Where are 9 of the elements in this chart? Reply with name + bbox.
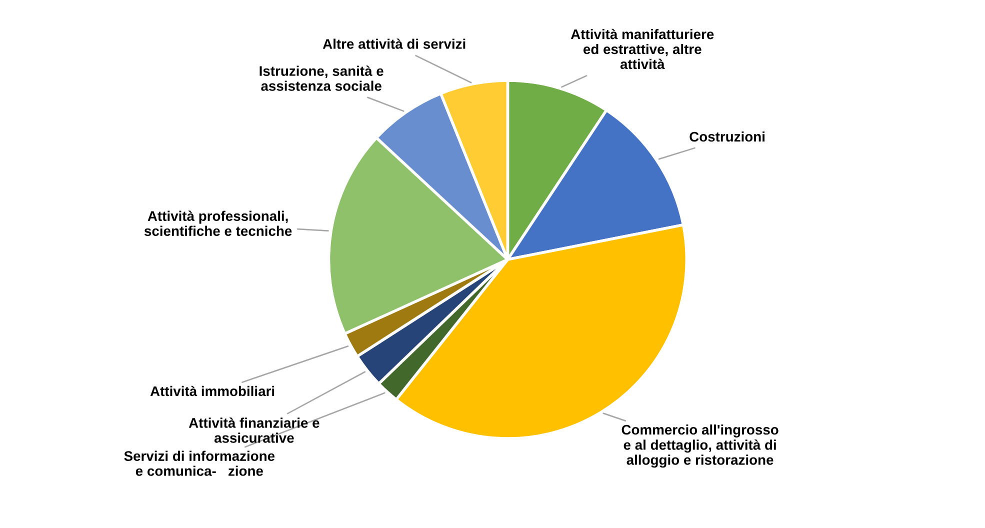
slice-label: Attività professionali, scientifiche e tecniche — [144, 210, 292, 236]
slice-label: Istruzione, sanità e assistenza sociale — [260, 66, 384, 91]
slice-label: Commercio all'ingrosso e al dettaglio, attività di alloggio e ristorazione — [622, 424, 778, 468]
slice-label: Servizi di informazione e comunica- zione — [124, 450, 275, 476]
slice-label: Altre attività di servizi — [322, 38, 466, 49]
slice-label: Costruzioni — [690, 131, 764, 142]
slice-label: Attività manifatturiere ed estrattive, altre attività — [570, 28, 714, 70]
slice-label: Attività finanziarie e assicurative — [188, 418, 320, 443]
slice-label: Attività immobiliari — [150, 386, 274, 396]
